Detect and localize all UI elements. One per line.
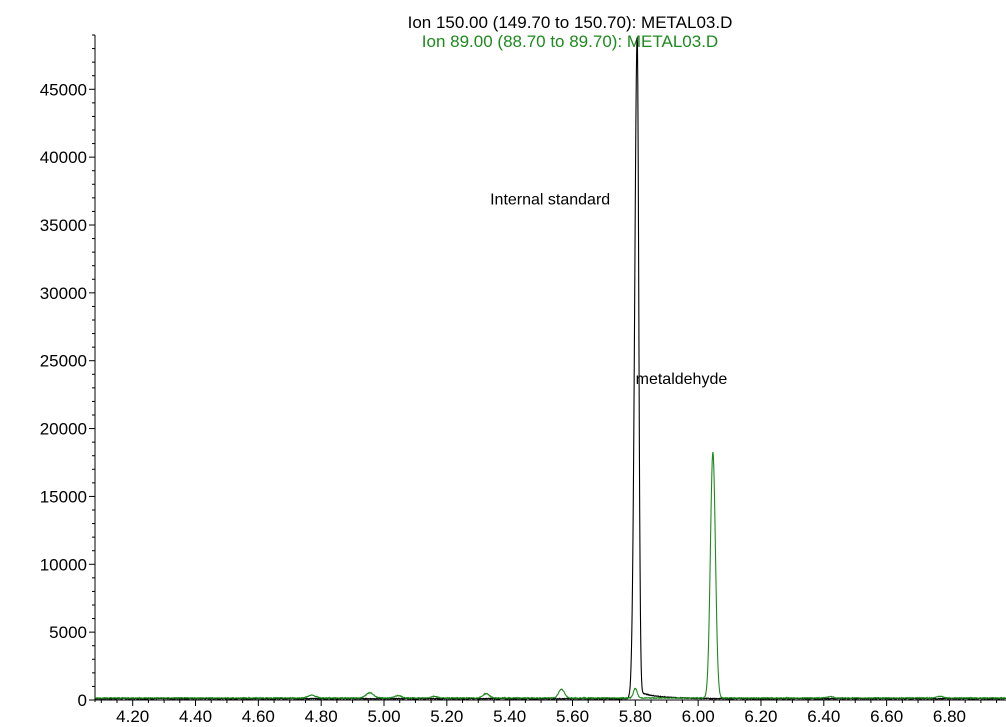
annotation-layer: Internal standard metaldehyde [490,192,727,388]
series-layer [94,37,1006,701]
y-tick-label: 45000 [40,80,87,99]
y-tick-label: 10000 [40,555,87,574]
x-tick-label: 6.20 [744,707,777,726]
x-tick-label: 5.80 [619,707,652,726]
chart-title-ion-89: Ion 89.00 (88.70 to 89.70): METAL03.D [422,32,718,51]
x-tick-label: 6.40 [807,707,840,726]
y-tick-label: 15000 [40,487,87,506]
x-tick-label: 4.20 [116,707,149,726]
y-tick-label: 20000 [40,420,87,439]
x-tick-label: 5.20 [430,707,463,726]
annotation-label: metaldehyde [636,371,728,388]
chart-axes: 0 5000 10000 15000 20000 25000 30000 35000 40000… [40,34,1006,726]
y-tick-label: 35000 [40,216,87,235]
x-tick-label: 6.60 [870,707,903,726]
y-tick-label: 25000 [40,352,87,371]
y-tick-label: 5000 [49,623,87,642]
y-tick-label: 40000 [40,148,87,167]
series-line-ion-89 [94,451,1006,700]
series-line-ion-150 [94,37,1006,701]
chart-titles: Ion 150.00 (149.70 to 150.70): METAL03.D… [408,13,733,51]
annotation-label: Internal standard [490,192,610,209]
x-tick-label: 4.40 [179,707,212,726]
x-tick-label: 5.00 [367,707,400,726]
y-tick-label: 0 [78,691,87,710]
x-tick-label: 6.80 [933,707,966,726]
x-tick-label: 4.60 [242,707,275,726]
y-tick-label: 30000 [40,284,87,303]
x-tick-label: 5.60 [556,707,589,726]
x-tick-label: 4.80 [305,707,338,726]
x-tick-label: 5.40 [493,707,526,726]
x-tick-label: 6.00 [682,707,715,726]
chart-title-ion-150: Ion 150.00 (149.70 to 150.70): METAL03.D [408,13,733,32]
